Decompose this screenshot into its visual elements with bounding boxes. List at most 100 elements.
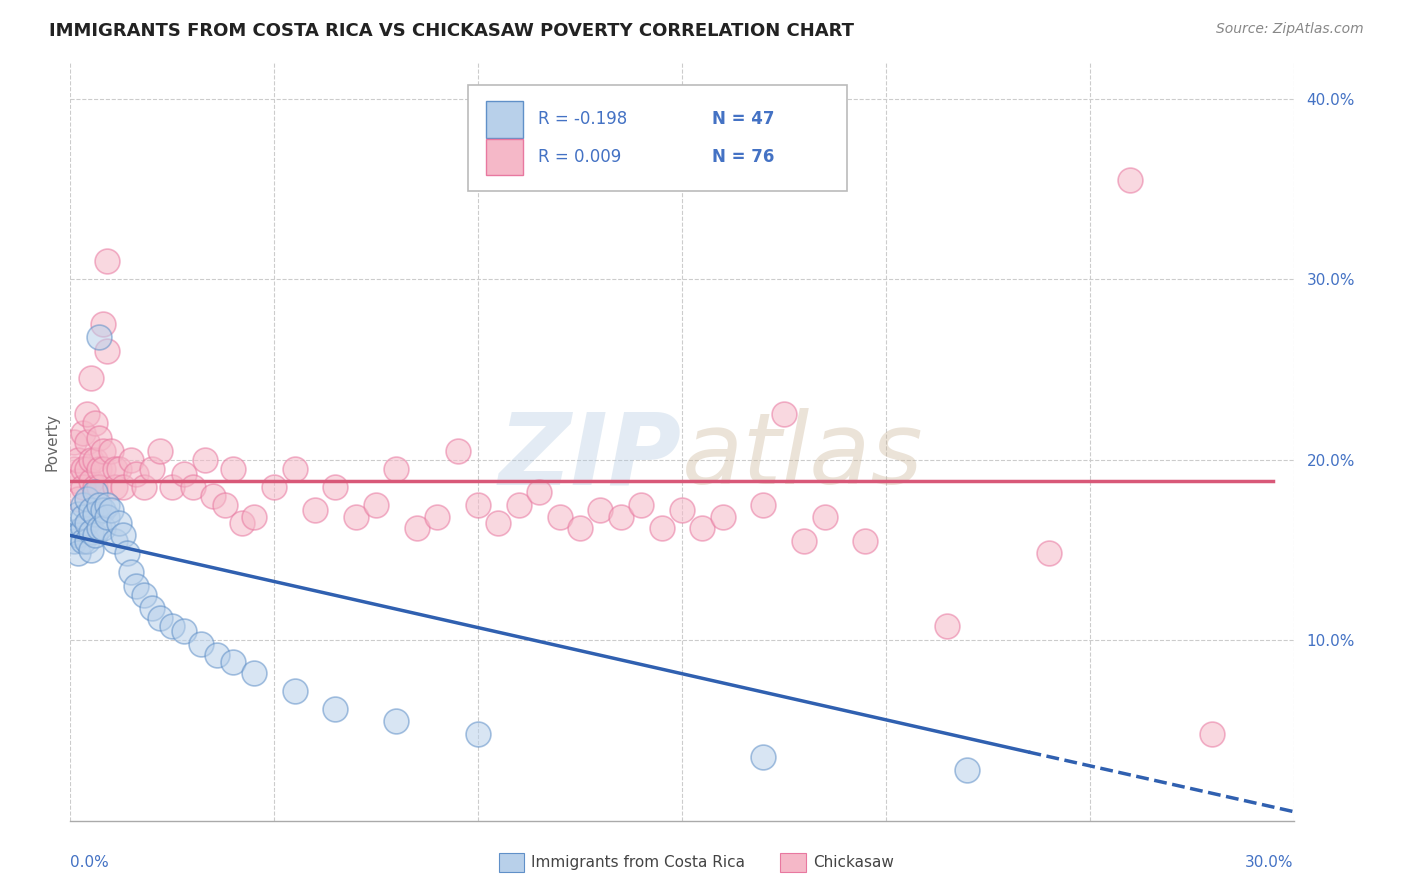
Point <box>149 443 172 458</box>
Point <box>630 498 652 512</box>
Point <box>79 524 103 539</box>
Point <box>323 702 347 716</box>
Point <box>87 521 110 535</box>
Point <box>202 489 225 503</box>
Point <box>190 637 212 651</box>
Point <box>124 579 146 593</box>
Point <box>79 452 103 467</box>
Point <box>96 510 118 524</box>
Point <box>752 750 775 764</box>
Point <box>63 461 86 475</box>
Point <box>1201 727 1223 741</box>
Point <box>91 317 114 331</box>
Point <box>752 498 775 512</box>
Point <box>568 521 592 535</box>
Text: Source: ZipAtlas.com: Source: ZipAtlas.com <box>1216 22 1364 37</box>
Point <box>67 528 90 542</box>
Point <box>63 533 86 548</box>
Point <box>508 498 530 512</box>
Point <box>76 434 98 449</box>
Point <box>67 492 90 507</box>
Point <box>344 510 367 524</box>
Text: N = 47: N = 47 <box>713 111 775 128</box>
Point <box>323 480 347 494</box>
Point <box>385 714 408 729</box>
Point <box>1119 173 1142 187</box>
Point <box>284 683 307 698</box>
Point <box>87 480 110 494</box>
Point <box>72 425 94 440</box>
Text: IMMIGRANTS FROM COSTA RICA VS CHICKASAW POVERTY CORRELATION CHART: IMMIGRANTS FROM COSTA RICA VS CHICKASAW … <box>49 22 855 40</box>
Point <box>76 516 98 530</box>
Point <box>173 467 195 481</box>
Point <box>711 510 734 524</box>
Point <box>72 498 94 512</box>
Point <box>385 461 408 475</box>
Bar <box>486 139 523 176</box>
Point <box>104 480 127 494</box>
Point <box>650 521 672 535</box>
Point <box>100 443 122 458</box>
Point <box>214 498 236 512</box>
Point <box>121 565 143 579</box>
Point <box>956 763 979 777</box>
Point <box>108 516 131 530</box>
Point <box>83 528 105 542</box>
Point <box>773 408 796 422</box>
Point <box>671 503 693 517</box>
Point <box>104 461 127 475</box>
Text: R = 0.009: R = 0.009 <box>537 148 621 166</box>
Point <box>366 498 388 512</box>
Point <box>181 480 204 494</box>
Point <box>936 618 959 632</box>
Point <box>488 516 510 530</box>
Point <box>87 431 110 445</box>
Point <box>91 521 114 535</box>
Point <box>76 408 98 422</box>
Point <box>610 510 633 524</box>
Text: N = 76: N = 76 <box>713 148 775 166</box>
Point <box>72 510 94 524</box>
Bar <box>499 853 524 872</box>
FancyBboxPatch shape <box>468 85 846 191</box>
Point <box>79 503 103 517</box>
Point <box>589 503 612 517</box>
Point <box>205 648 228 662</box>
Point <box>76 533 98 548</box>
Point <box>263 480 285 494</box>
Point <box>141 600 163 615</box>
Point <box>96 498 118 512</box>
Point <box>72 480 94 494</box>
Point <box>793 533 815 548</box>
Point <box>63 524 86 539</box>
Point <box>222 655 245 669</box>
Point <box>194 452 217 467</box>
Point <box>243 665 266 680</box>
Point <box>222 461 245 475</box>
Point <box>72 521 94 535</box>
Point <box>83 452 105 467</box>
Point <box>72 533 94 548</box>
Point <box>96 254 118 268</box>
Point <box>529 485 551 500</box>
Point <box>1038 546 1060 560</box>
Text: 30.0%: 30.0% <box>1246 855 1294 870</box>
Point <box>87 461 110 475</box>
Point <box>162 480 183 494</box>
Point <box>67 507 90 521</box>
Bar <box>780 853 806 872</box>
Point <box>149 611 172 625</box>
Point <box>83 485 105 500</box>
Point <box>67 546 90 560</box>
Point <box>304 503 326 517</box>
Point <box>79 542 103 557</box>
Text: ZIP: ZIP <box>499 409 682 505</box>
Point <box>162 618 183 632</box>
Bar <box>486 101 523 137</box>
Point <box>96 344 118 359</box>
Point <box>104 533 127 548</box>
Text: atlas: atlas <box>682 409 924 505</box>
Text: Chickasaw: Chickasaw <box>813 855 894 870</box>
Point <box>112 480 135 494</box>
Point <box>548 510 571 524</box>
